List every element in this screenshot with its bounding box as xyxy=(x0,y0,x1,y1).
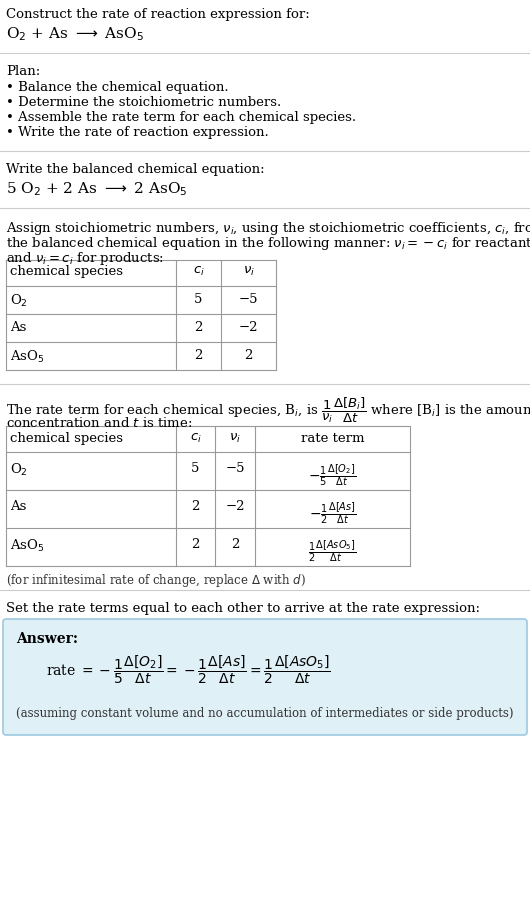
Text: • Determine the stoichiometric numbers.: • Determine the stoichiometric numbers. xyxy=(6,96,281,109)
Text: 5 O$_2$ + 2 As $\longrightarrow$ 2 AsO$_5$: 5 O$_2$ + 2 As $\longrightarrow$ 2 AsO$_… xyxy=(6,180,188,198)
Text: 2: 2 xyxy=(195,321,202,334)
Text: O$_2$: O$_2$ xyxy=(10,462,28,479)
FancyBboxPatch shape xyxy=(3,619,527,735)
Text: 2: 2 xyxy=(191,538,200,551)
Text: Answer:: Answer: xyxy=(16,632,78,646)
Text: $c_i$: $c_i$ xyxy=(190,432,201,445)
Text: Set the rate terms equal to each other to arrive at the rate expression:: Set the rate terms equal to each other t… xyxy=(6,602,480,615)
Text: −2: −2 xyxy=(238,321,258,334)
Text: $\nu_i$: $\nu_i$ xyxy=(229,432,241,445)
Text: 2: 2 xyxy=(231,538,239,551)
Text: O$_2$: O$_2$ xyxy=(10,293,28,309)
Text: $-\frac{1}{5}\frac{\Delta[O_2]}{\Delta t}$: $-\frac{1}{5}\frac{\Delta[O_2]}{\Delta t… xyxy=(308,462,357,488)
Text: Construct the rate of reaction expression for:: Construct the rate of reaction expressio… xyxy=(6,8,310,21)
Text: rate term: rate term xyxy=(301,432,364,445)
Text: −5: −5 xyxy=(238,293,258,306)
Text: $\nu_i$: $\nu_i$ xyxy=(243,265,254,278)
Text: Plan:: Plan: xyxy=(6,65,40,78)
Text: (for infinitesimal rate of change, replace $\Delta$ with $d$): (for infinitesimal rate of change, repla… xyxy=(6,572,306,589)
Text: 5: 5 xyxy=(195,293,202,306)
Text: 2: 2 xyxy=(191,500,200,513)
Text: $-\frac{1}{2}\frac{\Delta[As]}{\Delta t}$: $-\frac{1}{2}\frac{\Delta[As]}{\Delta t}… xyxy=(309,500,356,526)
Text: • Balance the chemical equation.: • Balance the chemical equation. xyxy=(6,81,228,94)
Text: AsO$_5$: AsO$_5$ xyxy=(10,538,45,554)
Text: Assign stoichiometric numbers, $\nu_i$, using the stoichiometric coefficients, $: Assign stoichiometric numbers, $\nu_i$, … xyxy=(6,220,530,237)
Text: chemical species: chemical species xyxy=(10,265,123,278)
Text: Write the balanced chemical equation:: Write the balanced chemical equation: xyxy=(6,163,264,176)
Text: −2: −2 xyxy=(225,500,245,513)
Text: O$_2$ + As $\longrightarrow$ AsO$_5$: O$_2$ + As $\longrightarrow$ AsO$_5$ xyxy=(6,25,144,43)
Text: concentration and $t$ is time:: concentration and $t$ is time: xyxy=(6,416,192,430)
Text: As: As xyxy=(10,500,27,513)
Text: $c_i$: $c_i$ xyxy=(192,265,205,278)
Text: The rate term for each chemical species, B$_i$, is $\dfrac{1}{\nu_i}\dfrac{\Delt: The rate term for each chemical species,… xyxy=(6,396,530,425)
Text: the balanced chemical equation in the following manner: $\nu_i = -c_i$ for react: the balanced chemical equation in the fo… xyxy=(6,235,530,252)
Text: −5: −5 xyxy=(225,462,245,475)
Text: chemical species: chemical species xyxy=(10,432,123,445)
Text: AsO$_5$: AsO$_5$ xyxy=(10,349,45,365)
Text: • Assemble the rate term for each chemical species.: • Assemble the rate term for each chemic… xyxy=(6,111,356,124)
Text: 5: 5 xyxy=(191,462,200,475)
Text: • Write the rate of reaction expression.: • Write the rate of reaction expression. xyxy=(6,126,269,139)
Text: (assuming constant volume and no accumulation of intermediates or side products): (assuming constant volume and no accumul… xyxy=(16,707,514,720)
Text: 2: 2 xyxy=(195,349,202,362)
Text: and $\nu_i = c_i$ for products:: and $\nu_i = c_i$ for products: xyxy=(6,250,164,267)
Text: rate $= -\dfrac{1}{5}\dfrac{\Delta[O_2]}{\Delta t} = -\dfrac{1}{2}\dfrac{\Delta[: rate $= -\dfrac{1}{5}\dfrac{\Delta[O_2]}… xyxy=(46,654,331,686)
Text: 2: 2 xyxy=(244,349,253,362)
Text: $\frac{1}{2}\frac{\Delta[AsO_5]}{\Delta t}$: $\frac{1}{2}\frac{\Delta[AsO_5]}{\Delta … xyxy=(308,538,357,564)
Text: As: As xyxy=(10,321,27,334)
